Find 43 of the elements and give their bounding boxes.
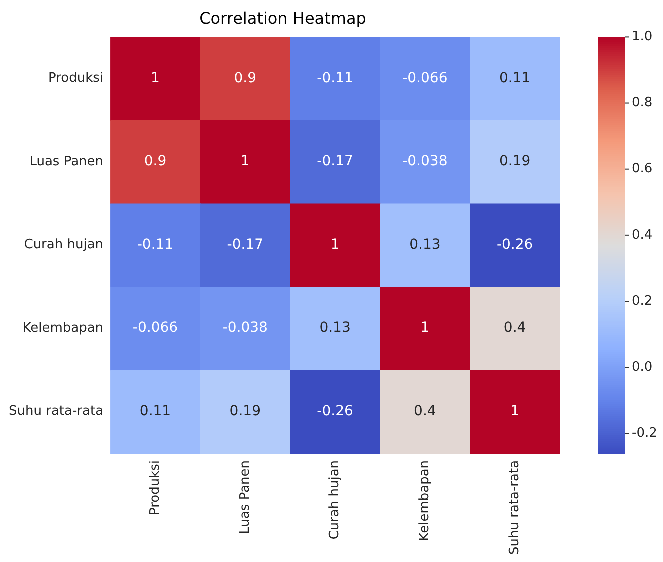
data-label: -0.17 xyxy=(227,236,264,253)
data-label: 1 xyxy=(240,154,250,170)
data-label: -0.066 xyxy=(402,70,448,86)
color-bar-label: 0.2 xyxy=(632,294,653,309)
data-label: -0.11 xyxy=(137,236,174,253)
data-label: -0.26 xyxy=(317,403,354,420)
data-label: -0.11 xyxy=(317,70,354,86)
data-label: 0.11 xyxy=(140,403,172,420)
color-bar-label: 1.0 xyxy=(632,30,653,45)
y-tick-label: Luas Panen xyxy=(30,154,104,170)
data-label: 1 xyxy=(510,403,520,420)
x-tick-label: Produksi xyxy=(148,460,163,516)
data-label: 0.9 xyxy=(234,70,257,86)
x-tick-label: Luas Panen xyxy=(238,460,253,534)
data-label: 0.19 xyxy=(230,403,261,420)
color-bar-label: 0.8 xyxy=(632,96,653,111)
data-label: 1 xyxy=(420,320,430,336)
data-label: -0.066 xyxy=(132,320,178,336)
color-bar-label: -0.2 xyxy=(632,426,658,442)
data-label: 0.9 xyxy=(144,154,167,170)
chart-title: Correlation Heatmap xyxy=(200,8,366,28)
x-tick-label: Suhu rata-rata xyxy=(507,460,522,556)
data-label: -0.038 xyxy=(222,320,268,336)
color-bar-label: 0.4 xyxy=(632,228,653,243)
y-tick-label: Produksi xyxy=(48,71,104,86)
data-label: -0.038 xyxy=(402,154,448,170)
data-label: 0.4 xyxy=(504,320,526,336)
y-tick-label: Kelembapan xyxy=(22,320,104,336)
data-label: 1 xyxy=(330,236,340,253)
data-label: 0.11 xyxy=(499,70,531,86)
x-tick-label: Kelembapan xyxy=(418,460,433,542)
data-label: -0.26 xyxy=(496,236,534,253)
x-tick-label: Curah hujan xyxy=(328,460,343,540)
data-label: 0.4 xyxy=(414,403,436,420)
data-label: 0.19 xyxy=(499,154,531,170)
y-tick-label: Curah hujan xyxy=(24,238,104,253)
y-tick-label: Suhu rata-rata xyxy=(8,404,104,420)
data-label: -0.17 xyxy=(317,154,354,170)
data-label: 0.13 xyxy=(320,320,351,336)
color-bar-label: 0.6 xyxy=(632,162,653,177)
data-label: 1 xyxy=(151,70,160,86)
color-bar-label: 0.0 xyxy=(632,360,653,375)
data-label: 0.13 xyxy=(410,236,441,253)
